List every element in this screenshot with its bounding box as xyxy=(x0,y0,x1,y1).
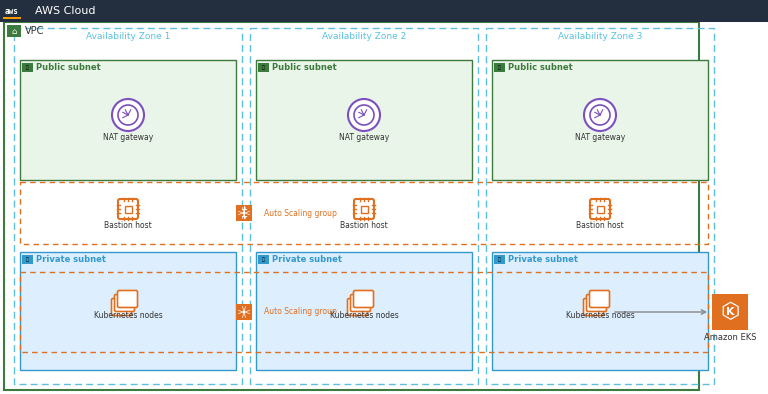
Bar xyxy=(0,0,768,22)
Text: Bastion host: Bastion host xyxy=(340,221,388,229)
Bar xyxy=(494,255,505,264)
Bar xyxy=(20,60,236,180)
Text: Kubernetes nodes: Kubernetes nodes xyxy=(94,312,162,320)
Bar xyxy=(494,63,505,72)
Bar xyxy=(22,63,33,72)
Text: Auto Scaling group: Auto Scaling group xyxy=(264,307,337,316)
Text: Availability Zone 1: Availability Zone 1 xyxy=(86,32,170,41)
Bar xyxy=(256,60,472,180)
Text: 🔒: 🔒 xyxy=(25,257,28,262)
Circle shape xyxy=(118,105,138,125)
Text: Kubernetes nodes: Kubernetes nodes xyxy=(329,312,399,320)
Text: K: K xyxy=(726,307,734,317)
Text: +
+: + + xyxy=(240,205,247,221)
Bar xyxy=(258,63,269,72)
FancyBboxPatch shape xyxy=(587,294,607,312)
Bar xyxy=(20,182,708,244)
Text: Public subnet: Public subnet xyxy=(36,63,101,72)
Bar xyxy=(597,206,604,212)
Bar xyxy=(20,252,236,370)
Text: 🔒: 🔒 xyxy=(498,65,501,70)
Text: VPC: VPC xyxy=(25,26,45,36)
Bar xyxy=(258,255,269,264)
FancyBboxPatch shape xyxy=(111,299,131,316)
Circle shape xyxy=(348,99,380,131)
Text: AWS Cloud: AWS Cloud xyxy=(35,6,95,16)
Text: ⌂: ⌂ xyxy=(12,26,17,35)
Text: Bastion host: Bastion host xyxy=(576,221,624,229)
FancyBboxPatch shape xyxy=(590,290,610,307)
Bar xyxy=(360,206,368,212)
FancyBboxPatch shape xyxy=(584,299,604,316)
FancyBboxPatch shape xyxy=(354,199,374,219)
FancyBboxPatch shape xyxy=(118,199,138,219)
Bar xyxy=(492,252,708,370)
Circle shape xyxy=(112,99,144,131)
FancyBboxPatch shape xyxy=(350,294,370,312)
Bar xyxy=(486,28,714,384)
Text: Availability Zone 2: Availability Zone 2 xyxy=(322,32,406,41)
Text: NAT gateway: NAT gateway xyxy=(103,132,153,141)
Bar xyxy=(236,205,252,221)
Bar xyxy=(14,28,242,384)
Bar xyxy=(22,255,33,264)
Text: Kubernetes nodes: Kubernetes nodes xyxy=(565,312,634,320)
Text: 🔒: 🔒 xyxy=(262,65,264,70)
FancyBboxPatch shape xyxy=(353,290,373,307)
Text: 🔒: 🔒 xyxy=(498,257,501,262)
Bar xyxy=(2,1,22,21)
Bar xyxy=(3,17,21,19)
Text: 🔒: 🔒 xyxy=(25,65,28,70)
FancyBboxPatch shape xyxy=(118,290,137,307)
Text: 🔒: 🔒 xyxy=(262,257,264,262)
Text: Public subnet: Public subnet xyxy=(272,63,336,72)
Text: Private subnet: Private subnet xyxy=(36,255,106,264)
Bar xyxy=(712,294,748,330)
Bar xyxy=(124,206,131,212)
Bar xyxy=(250,28,478,384)
Circle shape xyxy=(584,99,616,131)
Text: Private subnet: Private subnet xyxy=(508,255,578,264)
Text: Availability Zone 3: Availability Zone 3 xyxy=(558,32,642,41)
Text: NAT gateway: NAT gateway xyxy=(575,132,625,141)
FancyBboxPatch shape xyxy=(347,299,368,316)
Text: aws: aws xyxy=(5,6,19,15)
Bar xyxy=(492,60,708,180)
Text: NAT gateway: NAT gateway xyxy=(339,132,389,141)
Text: Bastion host: Bastion host xyxy=(104,221,152,229)
Bar xyxy=(7,25,21,37)
Text: Auto Scaling group: Auto Scaling group xyxy=(264,208,337,217)
FancyBboxPatch shape xyxy=(114,294,134,312)
Text: Public subnet: Public subnet xyxy=(508,63,573,72)
Text: Amazon EKS: Amazon EKS xyxy=(703,333,756,342)
Text: ⬡: ⬡ xyxy=(720,302,740,322)
FancyBboxPatch shape xyxy=(590,199,610,219)
Text: Private subnet: Private subnet xyxy=(272,255,342,264)
Bar xyxy=(236,304,252,320)
Bar xyxy=(20,272,708,352)
Circle shape xyxy=(590,105,610,125)
Circle shape xyxy=(354,105,374,125)
Bar xyxy=(256,252,472,370)
